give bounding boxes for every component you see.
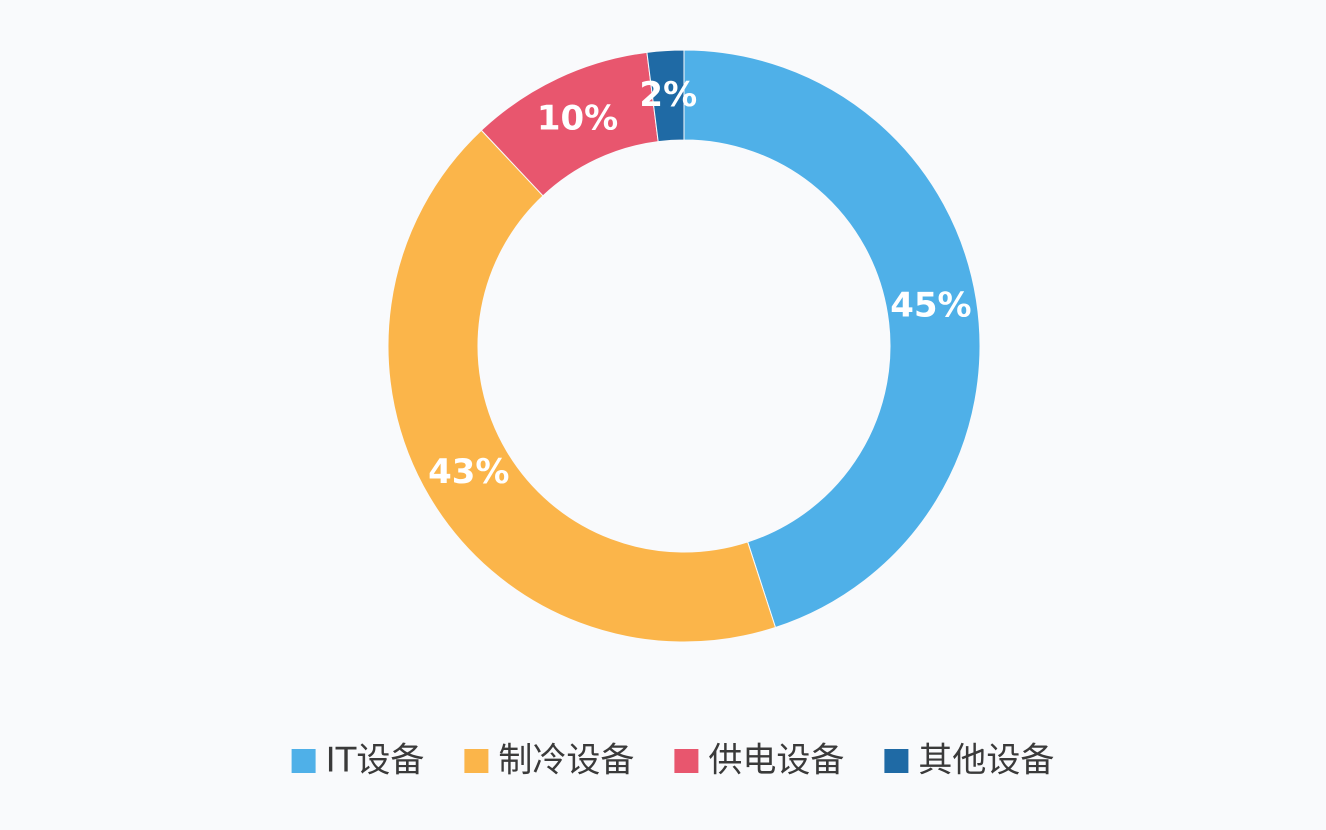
value-label: 43% bbox=[428, 452, 509, 492]
value-label: 2% bbox=[639, 75, 697, 115]
legend-swatch bbox=[674, 749, 699, 773]
legend-label: 供电设备 bbox=[708, 741, 844, 781]
legend: IT设备 制冷设备 供电设备 其他设备 bbox=[291, 741, 1054, 781]
legend-label: 制冷设备 bbox=[498, 741, 634, 781]
value-label: 45% bbox=[890, 285, 971, 325]
legend-swatch bbox=[291, 749, 316, 773]
donut-segment bbox=[387, 129, 777, 643]
donut-segment bbox=[683, 49, 981, 629]
legend-swatch bbox=[884, 749, 909, 773]
legend-swatch bbox=[464, 749, 489, 773]
legend-label: IT设备 bbox=[326, 741, 425, 781]
legend-label: 其他设备 bbox=[918, 741, 1054, 781]
value-label: 10% bbox=[537, 98, 618, 138]
donut-segment bbox=[646, 49, 685, 143]
